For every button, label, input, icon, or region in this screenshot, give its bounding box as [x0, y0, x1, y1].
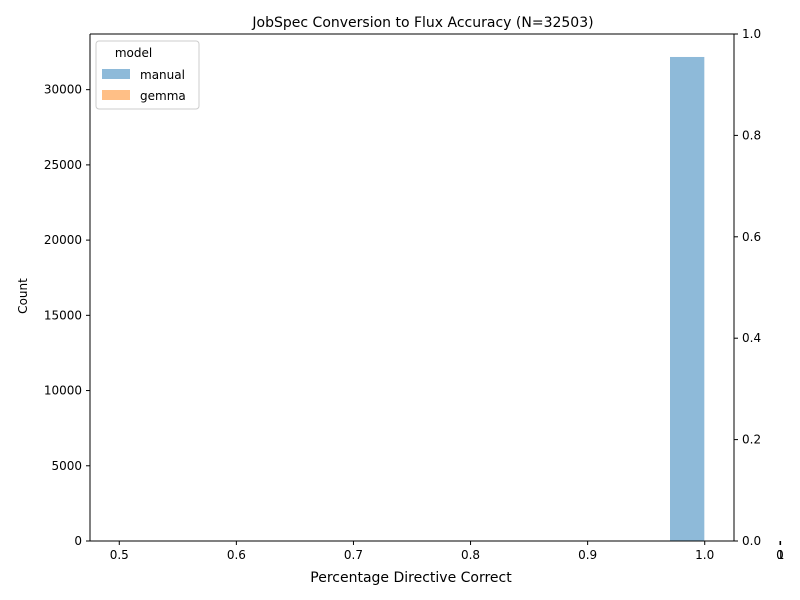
- y2-tick-label: 0.8: [742, 128, 761, 142]
- y-axis-label: Count: [16, 278, 30, 314]
- legend-title: model: [115, 46, 152, 60]
- x-axis-label: Percentage Directive Correct: [310, 570, 512, 586]
- x-tick-label: 0.7: [344, 548, 363, 562]
- x-tick-label: 0.6: [227, 548, 246, 562]
- bar-manual-1: [669, 56, 706, 542]
- y2-tick-label: 0.6: [742, 230, 761, 244]
- x-tick-label: 0.8: [461, 548, 480, 562]
- y2-tick-label: 1.0: [742, 27, 761, 41]
- x-tick-label: 1.0: [695, 548, 714, 562]
- secondary-y-axis-ticks: 0.0 0.2 0.4 0.6 0.8 1.0: [734, 27, 761, 548]
- y-tick-label: 0: [74, 534, 82, 548]
- y-tick-label: 5000: [51, 459, 82, 473]
- y-tick-label: 25000: [44, 158, 82, 172]
- x2-tick-label: 1: [777, 548, 785, 562]
- x-tick-label: 0.9: [578, 548, 597, 562]
- chart-title: JobSpec Conversion to Flux Accuracy (N=3…: [251, 15, 593, 31]
- axes: [89, 33, 735, 542]
- legend-swatch-manual: [102, 69, 130, 79]
- x-tick-label: 0.5: [110, 548, 129, 562]
- y2-tick-label: 0.2: [742, 433, 761, 447]
- y2-tick-label: 0.0: [742, 534, 761, 548]
- legend-label-gemma: gemma: [140, 89, 186, 103]
- y2-tick-label: 0.4: [742, 331, 761, 345]
- y-tick-label: 10000: [44, 384, 82, 398]
- y-tick-label: 15000: [44, 308, 82, 322]
- legend: model manual gemma: [95, 40, 200, 110]
- legend-label-manual: manual: [140, 68, 185, 82]
- y-tick-label: 20000: [44, 233, 82, 247]
- x2-tick-label: 0: [776, 548, 784, 562]
- y-tick-label: 30000: [44, 83, 82, 97]
- y-axis-ticks: 0 5000 10000 15000 20000 25000 30000: [44, 83, 90, 548]
- legend-swatch-gemma: [102, 90, 130, 100]
- secondary-x-axis-ticks: 01: [776, 541, 784, 562]
- bars: [487, 56, 706, 542]
- x-axis-ticks: 0.5 0.6 0.7 0.8 0.9 1.0: [110, 541, 714, 562]
